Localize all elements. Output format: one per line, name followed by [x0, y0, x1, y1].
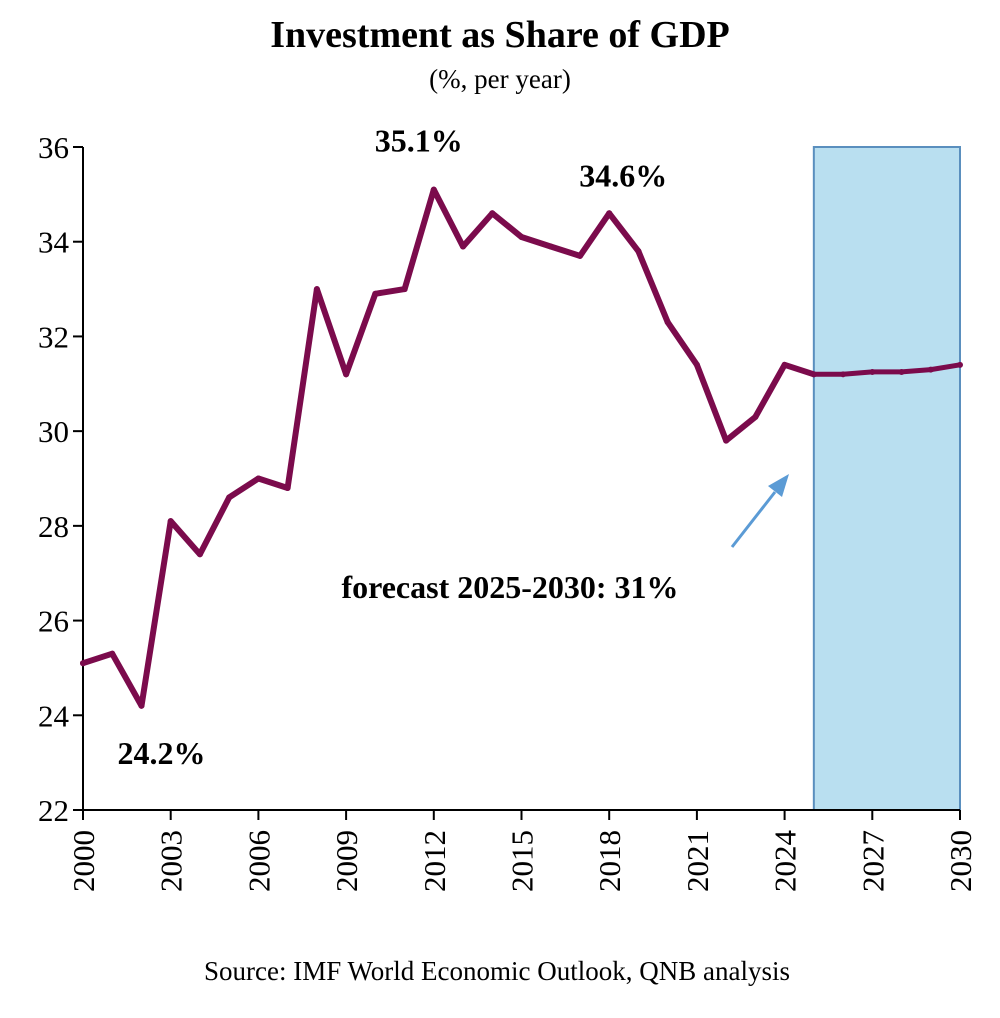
- chart-title: Investment as Share of GDP: [270, 14, 730, 56]
- x-tick-label: 2030: [943, 830, 978, 892]
- y-tick-label: 36: [38, 130, 69, 165]
- x-tick-label: 2000: [66, 830, 101, 892]
- series-line-forecast: [811, 362, 963, 377]
- data-point: [460, 243, 467, 250]
- x-tick-label: 2012: [417, 830, 452, 892]
- data-point: [606, 210, 613, 217]
- data-point: [138, 702, 145, 709]
- y-axis-ticks: 22 24 26 28 30 32 34 36: [38, 130, 83, 828]
- data-point: [109, 650, 116, 657]
- data-point: [255, 475, 262, 482]
- data-point: [781, 361, 788, 368]
- chart-subtitle: (%, per year): [429, 64, 571, 94]
- x-tick-label: 2003: [154, 830, 189, 892]
- data-point: [752, 413, 759, 420]
- data-point: [518, 233, 525, 240]
- data-point: [226, 494, 233, 501]
- series-group: [80, 186, 963, 709]
- data-point: [430, 186, 437, 193]
- data-point: [489, 210, 496, 217]
- y-tick-label: 30: [38, 414, 69, 449]
- data-point: [372, 290, 379, 297]
- data-point: [196, 551, 203, 558]
- y-tick-label: 28: [38, 509, 69, 544]
- x-tick-label: 2015: [505, 830, 540, 892]
- data-point: [664, 319, 671, 326]
- chart-source: Source: IMF World Economic Outlook, QNB …: [204, 956, 790, 986]
- forecast-arrowhead: [768, 474, 789, 497]
- y-tick-label: 24: [38, 698, 70, 733]
- annotation-forecast: forecast 2025-2030: 31%: [341, 569, 678, 605]
- data-point: [810, 371, 817, 378]
- forecast-region: [812, 146, 961, 811]
- data-point: [635, 248, 642, 255]
- x-tick-label: 2006: [241, 830, 276, 892]
- x-tick-label: 2009: [329, 830, 364, 892]
- data-point: [693, 361, 700, 368]
- data-point: [869, 368, 876, 375]
- y-tick-label: 34: [38, 225, 70, 260]
- data-point: [576, 252, 583, 259]
- data-point: [343, 371, 350, 378]
- x-axis-ticks: 2000 2003 2006 2009 2012 2015 2018 2021 2024 2027…: [66, 810, 978, 892]
- y-tick-label: 32: [38, 319, 69, 354]
- series-line-actual: [80, 186, 817, 709]
- forecast-arrow: [730, 491, 777, 548]
- data-point: [80, 660, 86, 667]
- data-point: [284, 484, 291, 491]
- annotation-peak-2018: 34.6%: [579, 157, 667, 193]
- x-tick-label: 2021: [680, 830, 715, 892]
- y-tick-label: 26: [38, 604, 69, 639]
- x-tick-label: 2024: [768, 830, 803, 893]
- data-point: [547, 243, 554, 250]
- data-point: [313, 286, 320, 293]
- data-point: [723, 437, 730, 444]
- data-point: [167, 518, 174, 525]
- annotation-min: 24.2%: [117, 735, 205, 771]
- annotation-peak-2012: 35.1%: [375, 123, 463, 159]
- data-point: [898, 368, 905, 375]
- x-tick-label: 2018: [592, 830, 627, 892]
- data-point: [401, 286, 408, 293]
- x-tick-label: 2027: [855, 830, 890, 892]
- data-point: [957, 361, 963, 368]
- data-point: [927, 366, 934, 373]
- y-tick-label: 22: [38, 793, 69, 828]
- data-point: [840, 371, 847, 378]
